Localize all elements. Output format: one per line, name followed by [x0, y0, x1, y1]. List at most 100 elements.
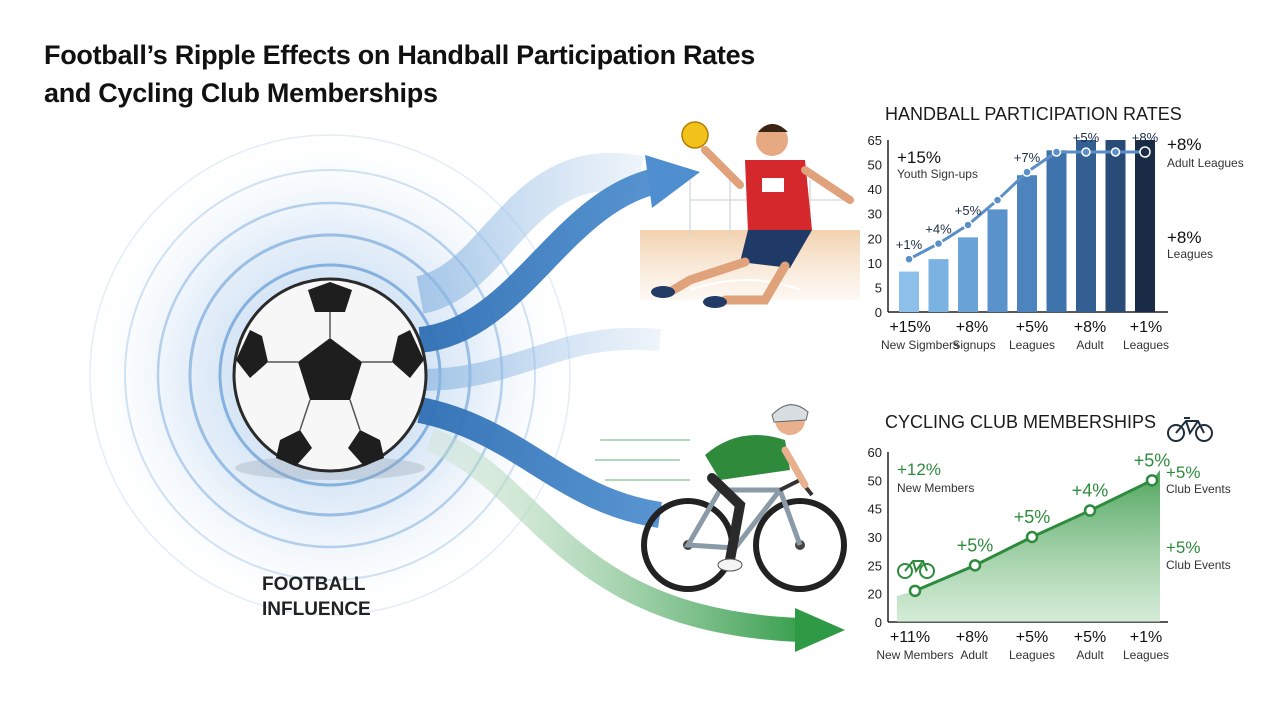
handball-x-value: +15% [889, 319, 930, 336]
handball-y-tick-label: 65 [868, 133, 882, 148]
handball-bar [1105, 140, 1126, 312]
football-label-line-2: INFLUENCE [262, 599, 371, 620]
handball-trend-point [1081, 147, 1091, 157]
handball-y-tick-label: 20 [868, 231, 882, 246]
handball-bar [1046, 150, 1067, 312]
arrow-head-handball [645, 155, 700, 208]
handball-bar [1076, 140, 1096, 312]
cycling-y-tick-label: 25 [868, 558, 882, 573]
handball-annotation-label: Youth Sign-ups [897, 167, 978, 181]
handball-bar [928, 259, 949, 312]
handball-x-label: Signups [952, 338, 995, 352]
handball-point-label: +5% [1073, 130, 1100, 145]
handball-x-labels: +15% New Sigmbers +8% Signups +5% Leagues +8% A… [881, 319, 1169, 352]
handball-annotation-label: Adult Leagues [1167, 156, 1244, 170]
cycling-point-label: +4% [1072, 481, 1109, 501]
handball-y-tick-label: 5 [875, 280, 882, 295]
handball-x-label: Leagues [1123, 338, 1169, 352]
handball-trend-point [1051, 147, 1062, 157]
handball-y-tick-label: 40 [868, 182, 882, 197]
handball-trend-point [1022, 167, 1032, 177]
cycling-x-value: +5% [1016, 629, 1048, 646]
cycling-y-ticks: 0 20 25 30 45 50 60 [868, 445, 882, 630]
handball-bar [958, 237, 978, 312]
page-title: Football’s Ripple Effects on Handball Pa… [44, 36, 904, 112]
handball-x-value: +5% [1016, 319, 1048, 336]
cycling-annotation-value: +5% [1166, 538, 1201, 557]
handball-bar [1135, 140, 1155, 312]
cycling-y-tick-label: 30 [868, 530, 882, 545]
cycling-point [1025, 530, 1039, 544]
cycling-area: +5% +5% +4% +5% [897, 450, 1170, 622]
handball-x-label: New Sigmbers [881, 338, 959, 352]
cycling-chart: CYCLING CLUB MEMBERSHIPS 0 20 25 30 45 50 60 +… [868, 412, 1231, 662]
cycling-x-value: +5% [1074, 629, 1106, 646]
handball-annotation-label: Leagues [1167, 247, 1213, 261]
cycling-chart-title: CYCLING CLUB MEMBERSHIPS [885, 412, 1156, 432]
cycling-annotation-label: Club Events [1166, 558, 1231, 572]
cycling-x-label: Adult [960, 648, 988, 662]
cycling-point-label: +5% [1134, 450, 1171, 470]
handball-point-label: +5% [955, 203, 982, 218]
handball-trend-point [963, 220, 973, 230]
influence-arrows [415, 152, 845, 652]
football-label-line-1: FOOTBALL [262, 574, 366, 595]
cycling-point [1083, 504, 1097, 517]
handball-point-label: +4% [925, 222, 952, 237]
handball-trend-point [933, 238, 944, 249]
handball-y-tick-label: 50 [868, 158, 882, 173]
cycling-x-labels: +11% New Members+8% Adult +5% Leagues +5% Adul… [876, 629, 1169, 662]
cycling-y-tick-label: 45 [868, 502, 882, 517]
handball-y-tick-label: 30 [868, 207, 882, 222]
cycling-y-tick-label: 50 [868, 473, 882, 488]
handball-x-value: +8% [1074, 319, 1106, 336]
cycling-x-label: Leagues [1009, 648, 1055, 662]
cyclist-icon [595, 404, 847, 592]
cycling-x-label: Adult [1076, 648, 1104, 662]
cycling-y-tick-label: 60 [868, 445, 882, 460]
cycling-y-tick-label: 20 [868, 587, 882, 602]
cycling-area-fill [897, 470, 1160, 622]
arrow-head-cycling [795, 608, 845, 652]
title-line-2: and Cycling Club Memberships [44, 78, 438, 108]
handball-annotation-value: +15% [897, 148, 941, 167]
handball-x-value: +1% [1130, 319, 1162, 336]
cycling-x-value: +11% [890, 629, 930, 646]
handball-trend-point [1110, 147, 1121, 157]
handball-trend-point [1139, 146, 1151, 158]
handball-annotation-value: +8% [1167, 228, 1202, 247]
small-bicycle-icon [897, 560, 935, 579]
cycling-x-value: +8% [956, 629, 988, 646]
football-influence-label: FOOTBALL INFLUENCE [262, 572, 371, 622]
cycling-annotation-label: New Members [897, 481, 974, 495]
cycling-point [908, 584, 922, 598]
handball-trend-point [904, 254, 914, 264]
cycling-annotation-value: +5% [1166, 463, 1201, 482]
cycling-y-tick-label: 0 [875, 615, 882, 630]
title-line-1: Football’s Ripple Effects on Handball Pa… [44, 40, 756, 70]
handball-bar [987, 209, 1008, 312]
handball-y-tick-label: 0 [875, 305, 882, 320]
cycling-x-label: Leagues [1123, 648, 1169, 662]
handball-point-label: +1% [896, 237, 923, 252]
cycling-annotation-value: +12% [897, 460, 941, 479]
bicycle-icon [1167, 417, 1213, 442]
handball-bars [899, 140, 1155, 312]
handball-point-label: +7% [1014, 150, 1041, 165]
handball-y-ticks: 0 5 10 20 30 40 50 65 [868, 133, 882, 320]
handball-player-icon [640, 121, 860, 308]
handball-annotations: +15%Youth Sign-ups+8%Adult Leagues+8%Lea… [897, 135, 1244, 261]
handball-chart-title: HANDBALL PARTICIPATION RATES [885, 104, 1182, 124]
handball-chart: HANDBALL PARTICIPATION RATES 0 5 10 20 30 40 5… [868, 104, 1244, 352]
handball-trend-line: +1%+4%+5%+7%+5% +8% [896, 130, 1159, 264]
soccer-ball-icon [232, 277, 428, 480]
handball-bar [899, 271, 919, 312]
cycling-point-label: +5% [1014, 507, 1051, 527]
handball-bar [1017, 175, 1037, 312]
cycling-x-label: New Members [876, 648, 953, 662]
handball-x-value: +8% [956, 319, 988, 336]
cycling-point [968, 559, 982, 572]
handball-trend-point [992, 195, 1003, 205]
cycling-annotations: +12%New Members+5%Club Events+5%Club Eve… [897, 460, 1231, 572]
handball-y-tick-label: 10 [868, 256, 882, 271]
